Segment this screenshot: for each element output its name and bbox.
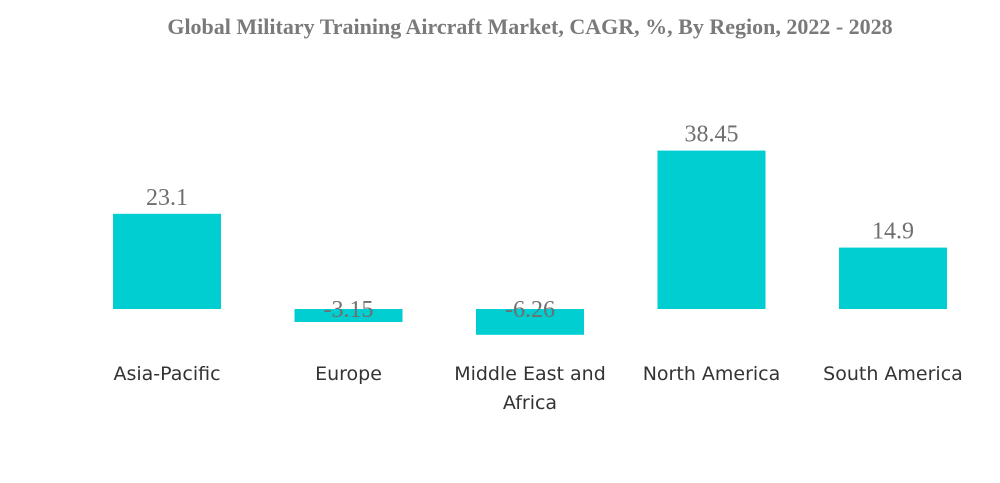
value-label-3: 38.45 [685, 122, 739, 148]
category-label-3: North America [643, 363, 781, 385]
bar-4 [839, 247, 947, 309]
value-label-1: -3.15 [324, 297, 374, 323]
bar-0 [113, 213, 221, 309]
category-label-4: South America [823, 363, 963, 385]
category-label-2-line-0: Middle East and [454, 363, 606, 385]
category-label-1: Europe [315, 363, 382, 385]
value-label-4: 14.9 [872, 219, 914, 245]
bars-group [113, 150, 947, 335]
category-label-2-line-1: Africa [503, 392, 557, 414]
category-label-0: Asia-Pacific [113, 363, 220, 385]
bar-3 [657, 150, 766, 309]
value-labels-group: 23.1 -3.15 -6.26 38.45 14.9 [146, 122, 914, 323]
bar-1 [294, 309, 403, 322]
category-labels-group: Asia-Pacific Europe Middle East and Africa N… [113, 363, 962, 414]
value-label-2: -6.26 [505, 297, 555, 323]
value-label-0: 23.1 [146, 185, 188, 211]
bar-2 [476, 309, 584, 335]
chart-title: Global Military Training Aircraft Market… [167, 14, 893, 39]
